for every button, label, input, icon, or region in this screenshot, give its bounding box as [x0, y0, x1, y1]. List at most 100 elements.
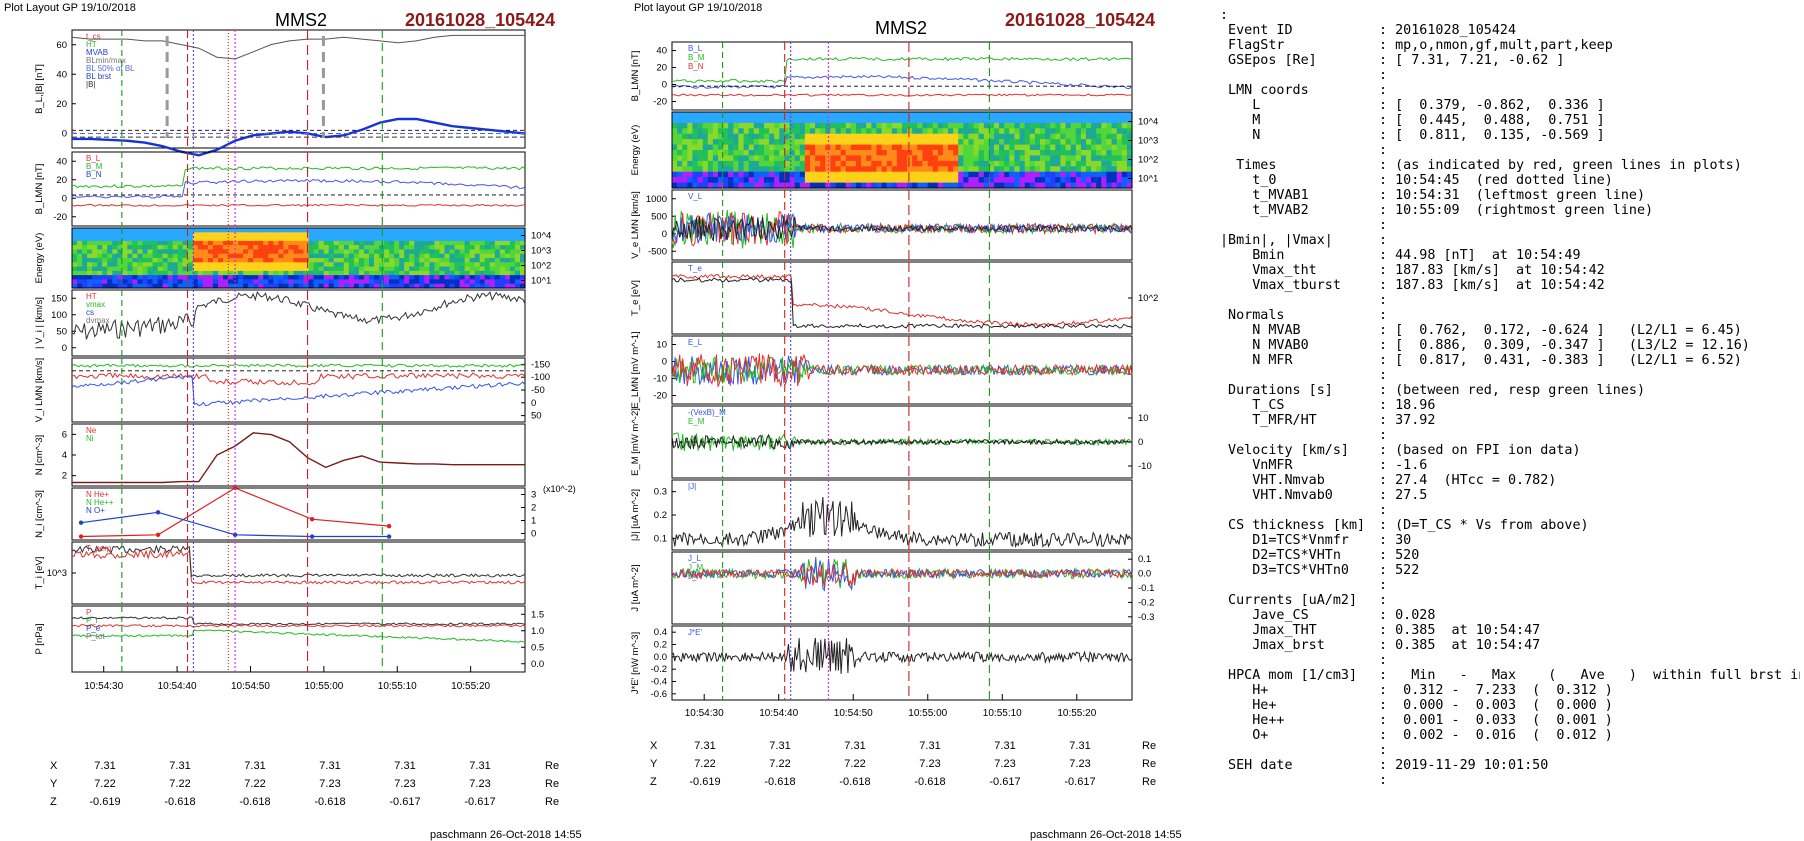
spectrogram-cell	[323, 249, 330, 255]
spectrogram-cell	[886, 177, 893, 184]
spectrogram-cell	[223, 262, 229, 268]
spectrogram-cell	[850, 160, 857, 167]
spectrogram-cell	[318, 249, 325, 255]
spectrogram-cell	[384, 270, 390, 276]
spectrogram-cell	[810, 177, 816, 184]
spectrogram-cell	[764, 177, 770, 184]
spectrogram-cell	[238, 249, 244, 255]
spectrogram-cell	[399, 228, 405, 233]
spectrogram-cell	[268, 275, 274, 280]
spectrogram-cell	[509, 232, 516, 238]
spectrogram-cell	[922, 122, 929, 129]
spectrogram-cell	[968, 128, 975, 135]
spectrogram-cell	[132, 270, 138, 276]
spectrogram-cell	[983, 144, 990, 151]
summary-line: L: [ 0.379, -0.862, 0.336 ]	[1220, 98, 1800, 113]
spectrogram-cell	[896, 150, 903, 156]
spectrogram-cell	[369, 270, 375, 276]
spectrogram-cell	[353, 279, 360, 285]
spectrogram-cell	[881, 139, 888, 146]
x-tick-label: 10:55:10	[983, 708, 1022, 719]
spectrogram-cell	[856, 122, 862, 129]
spectrogram-cell	[748, 128, 755, 135]
left-plot-stack: B_L,|B| [nT]0204060t_csHTMVABBLmin/maxBL…	[34, 29, 576, 692]
summary-line: Event ID: 20161028_105424	[1220, 23, 1800, 38]
spectrogram-cell	[419, 270, 425, 276]
spectrogram-cell	[886, 117, 893, 124]
spectrogram-cell	[1116, 150, 1123, 156]
spectrogram-cell	[748, 112, 755, 118]
spectrogram-cell	[917, 117, 923, 124]
spectrogram-cell	[333, 236, 340, 242]
spectrogram-cell	[424, 275, 430, 280]
spectrogram-cell	[278, 228, 284, 233]
spectrogram-cell	[298, 262, 305, 268]
spectrogram-cell	[1029, 139, 1036, 146]
spectrogram-cell	[283, 245, 289, 250]
spectrogram-cell	[764, 122, 770, 129]
spectrogram-cell	[404, 253, 410, 259]
spectrogram-cell	[288, 232, 294, 238]
spectrogram-cell	[677, 122, 683, 129]
spectrogram-cell	[845, 166, 852, 173]
spectrogram-cell	[794, 139, 801, 146]
spectrogram-cell	[968, 144, 975, 151]
spectrogram-cell	[107, 236, 113, 242]
spectrogram-cell	[1096, 117, 1102, 124]
spectrogram-cell	[1004, 155, 1010, 162]
legend-entry: N He+	[86, 490, 109, 499]
spectrogram-cell	[917, 177, 923, 184]
legend-entry: BL 50% of BL	[86, 64, 135, 73]
spectrogram-cell	[172, 228, 179, 233]
spectrogram-cell	[718, 133, 724, 140]
spectrogram-cell	[881, 144, 888, 151]
spectrogram-cell	[1009, 160, 1015, 167]
spectrogram-cell	[142, 240, 149, 246]
spectrogram-cell	[323, 258, 330, 263]
spectrogram-cell	[1055, 128, 1061, 135]
summary-line: Jave_CS: 0.028	[1220, 608, 1800, 623]
spectrogram-cell	[1080, 139, 1087, 146]
spectrogram-cell	[692, 182, 699, 189]
y-tick-label: -10	[653, 374, 667, 385]
spectrogram-cell	[942, 150, 949, 156]
spectrogram-cell	[182, 253, 189, 259]
spectrogram-cell	[1029, 122, 1036, 129]
spectrogram-cell	[348, 253, 355, 259]
spectrogram-cell	[469, 266, 476, 272]
spectrogram-cell	[697, 171, 704, 178]
spectrogram-cell	[871, 155, 877, 162]
spectrogram-cell	[162, 253, 169, 259]
position-value: 7.31	[769, 740, 791, 752]
spectrogram-cell	[288, 279, 294, 285]
spectrogram-cell	[973, 177, 980, 184]
spectrogram-cell	[983, 155, 990, 162]
spectrogram-cell	[182, 283, 189, 289]
spectrogram-cell	[97, 228, 103, 233]
spectrogram-cell	[840, 122, 847, 129]
spectrogram-cell	[1075, 171, 1082, 178]
spectrogram-cell	[1086, 133, 1092, 140]
spectrogram-cell	[789, 150, 796, 156]
spectrogram-cell	[107, 262, 113, 268]
summary-line: He++: 0.001 - 0.033 ( 0.001 )	[1220, 713, 1800, 728]
spectrogram-cell	[504, 279, 511, 285]
spectrogram-cell	[886, 171, 893, 178]
spectrogram-cell	[1116, 171, 1123, 178]
spectrogram-cell	[764, 182, 770, 189]
summary-key: SEH date	[1220, 758, 1293, 773]
spectrogram-cell	[358, 232, 365, 238]
spectrogram-cell	[92, 240, 98, 246]
spectrogram-cell	[769, 166, 775, 173]
spectrogram-cell	[338, 232, 345, 238]
spectrogram-cell	[197, 236, 204, 242]
spectrogram-cell	[233, 283, 239, 289]
y-tick-label: 0.3	[654, 487, 667, 498]
spectrogram-cell	[1045, 150, 1051, 156]
spectrogram-cell	[968, 122, 975, 129]
spectrogram-cell	[876, 133, 883, 140]
spectrogram-cell	[999, 182, 1005, 189]
spectrogram-cell	[358, 262, 365, 268]
spectrogram-cell	[1080, 160, 1087, 167]
